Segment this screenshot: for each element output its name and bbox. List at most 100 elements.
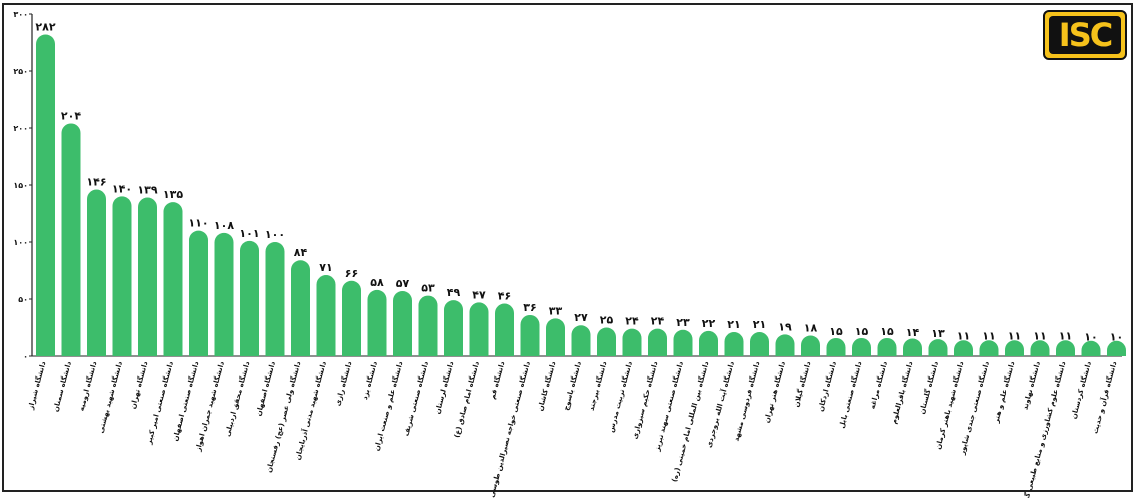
bar: [928, 339, 948, 356]
category-label: دانشگاه شهید بهشتی: [96, 360, 124, 434]
bar-value-label: ۱۴۶: [86, 176, 106, 189]
bar: [163, 202, 183, 356]
bar: [265, 242, 285, 356]
bar-value-label: ۴۹: [447, 286, 461, 299]
bar: [393, 291, 412, 356]
bar-value-label: ۳۳: [549, 304, 563, 317]
category-label: دانشگاه نهاوند: [1020, 360, 1042, 411]
bar-value-label: ۷۱: [319, 261, 332, 274]
y-tick-label: ۰: [23, 352, 28, 361]
bar: [597, 327, 616, 356]
category-label: دانشگاه آیت الله بروجردی: [704, 360, 736, 449]
bar-value-label: ۱۱: [1033, 329, 1046, 342]
bar: [138, 197, 157, 356]
bar: [214, 232, 234, 356]
category-label: دانشگاه هنر تهران: [762, 360, 787, 424]
isc-logo: ISC: [1043, 10, 1127, 60]
bar-value-label: ۱۱: [982, 329, 995, 342]
bar-value-label: ۱۴۰: [112, 182, 132, 195]
bar-value-label: ۱۵: [880, 325, 894, 338]
category-label: دانشگاه سمنان: [51, 360, 73, 413]
category-label: دانشگاه شهید باهنر کرمان: [933, 360, 965, 451]
category-label: دانشگاه کردستان: [1069, 360, 1093, 420]
category-label: دانشگاه بیرجند: [587, 360, 609, 412]
category-label: دانشگاه یزد: [360, 360, 379, 401]
bar-value-label: ۱۸: [804, 321, 818, 334]
category-label: دانشگاه شهید چمران اهواز: [193, 360, 226, 453]
bar: [1107, 340, 1126, 356]
category-label: دانشگاه صنعتی سهند تبریز: [652, 360, 685, 453]
bar: [495, 303, 514, 356]
category-label: دانشگاه اصفهان: [254, 360, 277, 417]
bar-value-label: ۲۲: [702, 317, 716, 330]
bar-value-label: ۱۱: [1059, 329, 1072, 342]
bar-value-label: ۱۴: [906, 326, 920, 339]
bar-value-label: ۱۱: [1008, 329, 1021, 342]
y-tick-label: ۵۰: [18, 295, 28, 304]
category-label: دانشگاه قرآن و حدیث: [1090, 360, 1118, 435]
bar: [1030, 340, 1050, 356]
bar: [801, 335, 820, 356]
bar-value-label: ۱۰: [1084, 331, 1097, 344]
bar: [316, 275, 336, 356]
bar: [673, 329, 693, 356]
bar-value-label: ۴۶: [498, 290, 511, 303]
category-label: دانشگاه صنعتی شریف: [401, 360, 430, 437]
bar-value-label: ۴۷: [472, 288, 486, 301]
category-labels: دانشگاه شیراز دانشگاه سمنان دانشگاه ارومیه…: [26, 360, 1119, 498]
bar: [418, 295, 438, 356]
bar: [61, 123, 81, 356]
category-label: دانشگاه حکیم سبزواری: [630, 360, 660, 440]
bar: [87, 189, 106, 356]
bar: [1005, 340, 1024, 356]
bar: [852, 337, 871, 356]
bar-value-label: ۱۱۰: [188, 217, 208, 230]
category-label: دانشگاه باقرالعلوم: [889, 360, 915, 425]
bar: [444, 300, 463, 356]
category-label: دانشگاه تهران: [128, 360, 149, 410]
bar: [979, 340, 999, 356]
bar: [1081, 340, 1101, 356]
bar-value-label: ۱۳: [931, 327, 945, 340]
bar-value-label: ۱۵: [829, 325, 843, 338]
bar-value-label: ۲۴: [651, 315, 665, 328]
y-tick-label: ۲۵۰: [13, 67, 28, 76]
bar: [750, 332, 770, 356]
category-label: دانشگاه صنعتی اصفهان: [170, 360, 200, 442]
category-label: دانشگاه کاشان: [535, 360, 557, 412]
bar-value-label: ۲۸۲: [35, 21, 55, 34]
bar-value-label: ۱۰۱: [239, 227, 259, 240]
bar-value-label: ۱۹: [778, 320, 792, 333]
y-tick-label: ۱۵۰: [13, 181, 28, 190]
category-label: دانشگاه یاسوج: [561, 360, 583, 412]
bar: [954, 340, 973, 356]
category-label: دانشگاه اردکان: [816, 360, 838, 413]
bar-value-label: ۲۰۴: [61, 109, 81, 122]
bar-value-label: ۲۱: [753, 318, 766, 331]
bar: [724, 332, 744, 356]
bar-value-label: ۱۵: [855, 325, 869, 338]
bar-value-label: ۱۳۵: [163, 188, 183, 201]
bar-value-label: ۲۴: [625, 315, 639, 328]
category-label: دانشگاه قم: [488, 360, 507, 400]
bar: [240, 240, 259, 356]
category-label: دانشگاه ارومیه: [76, 360, 98, 412]
bar: [775, 334, 795, 356]
category-label: دانشگاه رازی: [333, 360, 354, 407]
category-label: دانشگاه علوم کشاورزی و منابع طبیعی گرگان: [1018, 360, 1067, 498]
bar-value-label: ۵۸: [370, 276, 384, 289]
bar-value-label: ۲۷: [574, 311, 588, 324]
bar-value-label: ۱۰۸: [214, 219, 234, 232]
category-label: دانشگاه گلستان: [917, 360, 940, 415]
y-tick-label: ۱۰۰: [13, 238, 28, 247]
category-label: دانشگاه علم و هنر: [991, 360, 1016, 425]
bar: [1056, 340, 1075, 356]
category-label: دانشگاه فردوسی مشهد: [731, 360, 761, 442]
bar-value-label: ۱۰: [1110, 331, 1123, 344]
bar: [36, 34, 55, 357]
logo-text: ISC: [1049, 16, 1121, 54]
bar: [622, 328, 642, 356]
bar-value-label: ۲۳: [676, 316, 690, 329]
category-label: دانشگاه علم و صنعت ایران: [372, 360, 405, 452]
